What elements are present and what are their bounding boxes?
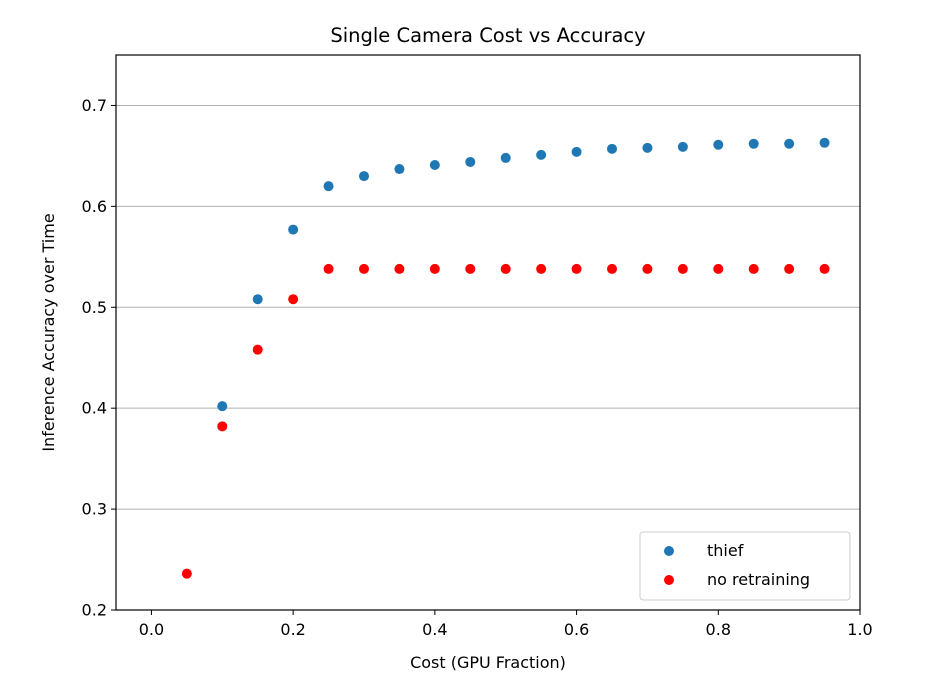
legend-marker-thief — [664, 546, 674, 556]
x-tick-label: 0.8 — [706, 620, 731, 639]
point-no-retraining — [217, 421, 228, 432]
point-thief — [252, 294, 263, 305]
point-thief — [217, 401, 228, 412]
point-no-retraining — [500, 263, 511, 274]
y-tick-label: 0.3 — [82, 500, 107, 519]
y-axis-title: Inference Accuracy over Time — [39, 213, 58, 451]
point-no-retraining — [677, 263, 688, 274]
point-thief — [323, 181, 334, 192]
point-no-retraining — [394, 263, 405, 274]
point-no-retraining — [429, 263, 440, 274]
legend-frame — [639, 531, 851, 601]
point-no-retraining — [252, 344, 263, 355]
point-no-retraining — [607, 263, 617, 274]
y-tick-label: 0.4 — [82, 399, 107, 418]
point-no-retraining — [748, 263, 759, 274]
legend: thief no retraining — [639, 531, 851, 601]
point-thief — [677, 141, 688, 152]
y-tick-label: 0.2 — [82, 601, 107, 620]
legend-label-no-retraining: no retraining — [707, 570, 810, 589]
y-tick-label: 0.5 — [82, 298, 107, 317]
point-thief — [394, 164, 405, 175]
point-no-retraining — [819, 263, 830, 274]
x-tick-label: 0.2 — [280, 620, 305, 639]
point-thief — [748, 138, 759, 149]
point-no-retraining — [536, 263, 547, 274]
point-thief — [607, 143, 617, 154]
point-thief — [429, 159, 440, 170]
x-axis-title: Cost (GPU Fraction) — [410, 653, 566, 672]
point-no-retraining — [571, 263, 582, 274]
point-no-retraining — [642, 263, 653, 274]
plot-area-frame — [115, 54, 861, 611]
point-no-retraining — [288, 294, 299, 305]
y-tick-label: 0.7 — [82, 96, 107, 115]
axis-ticks: 0.2 0.3 0.4 0.5 0.6 0.7 0.0 0.2 0.4 0.6 0.8 1.0 — [82, 96, 873, 639]
point-thief — [819, 137, 830, 148]
point-no-retraining — [181, 568, 192, 579]
grid-lines — [116, 104, 860, 510]
data-points — [181, 137, 830, 579]
point-no-retraining — [359, 263, 369, 274]
x-tick-label: 0.0 — [139, 620, 164, 639]
point-thief — [642, 142, 653, 153]
point-thief — [500, 152, 511, 163]
point-thief — [571, 146, 582, 157]
x-tick-label: 0.6 — [564, 620, 589, 639]
point-thief — [359, 171, 369, 182]
legend-label-thief: thief — [707, 541, 744, 560]
point-thief — [784, 138, 795, 149]
point-thief — [713, 139, 724, 150]
point-thief — [536, 149, 547, 160]
point-thief — [465, 156, 476, 167]
point-no-retraining — [713, 263, 724, 274]
point-no-retraining — [784, 263, 795, 274]
y-tick-label: 0.6 — [82, 197, 107, 216]
point-thief — [288, 224, 299, 235]
x-tick-label: 1.0 — [847, 620, 872, 639]
x-tick-label: 0.4 — [422, 620, 447, 639]
point-no-retraining — [465, 263, 476, 274]
point-no-retraining — [323, 263, 334, 274]
chart-title: Single Camera Cost vs Accuracy — [330, 24, 645, 47]
legend-marker-no-retraining — [664, 575, 674, 585]
